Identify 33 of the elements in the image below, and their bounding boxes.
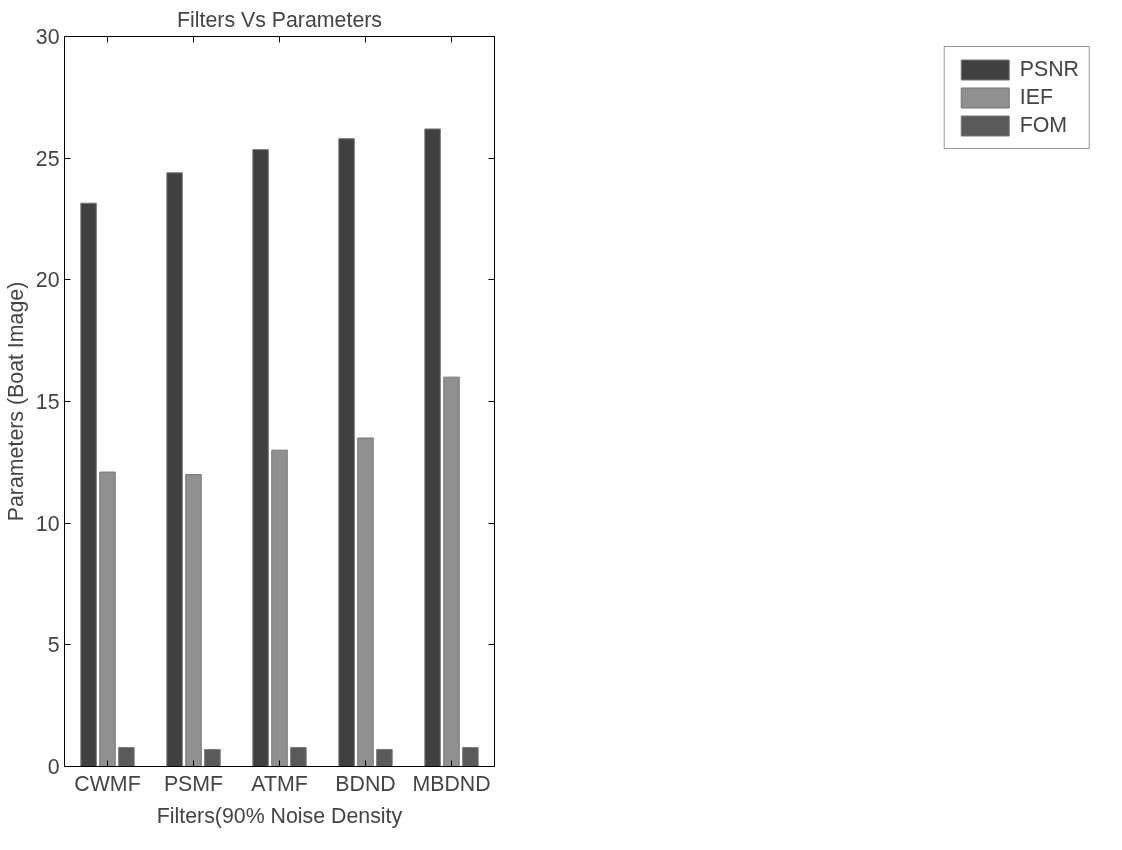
bar [357, 437, 374, 767]
legend-label: PSNR [1019, 57, 1079, 82]
chart-title: Filters Vs Parameters [176, 7, 383, 32]
bar [338, 138, 355, 767]
bar [376, 748, 393, 767]
bar [290, 747, 307, 767]
legend-label: FOM [1019, 113, 1068, 138]
y-tick-label: 20 [35, 268, 60, 293]
bar [166, 172, 183, 767]
bar [462, 747, 479, 767]
y-tick-label: 0 [47, 755, 60, 779]
y-tick-label: 5 [47, 633, 60, 658]
x-tick-label: CWMF [74, 771, 141, 796]
y-tick-label: 10 [35, 511, 60, 536]
bar [99, 471, 116, 767]
y-tick-label: 30 [35, 25, 60, 49]
x-tick-label: PSMF [163, 771, 224, 796]
y-tick-label: 25 [35, 146, 60, 171]
bar [443, 376, 460, 767]
x-tick-label: BDND [335, 771, 396, 796]
bar [185, 474, 202, 767]
y-tick-label: 15 [35, 390, 60, 414]
x-tick-label: ATMF [251, 771, 308, 796]
bar [118, 747, 135, 767]
bar [80, 202, 97, 767]
x-tick-label: MBDND [412, 771, 491, 796]
bar [252, 149, 269, 767]
legend-label: IEF [1019, 85, 1053, 110]
bar [424, 128, 441, 767]
bar [204, 748, 221, 767]
x-axis-title: Filters(90% Noise Density [156, 803, 403, 828]
bar [271, 449, 288, 767]
y-axis-title: Parameters (Boat Image) [3, 281, 28, 522]
